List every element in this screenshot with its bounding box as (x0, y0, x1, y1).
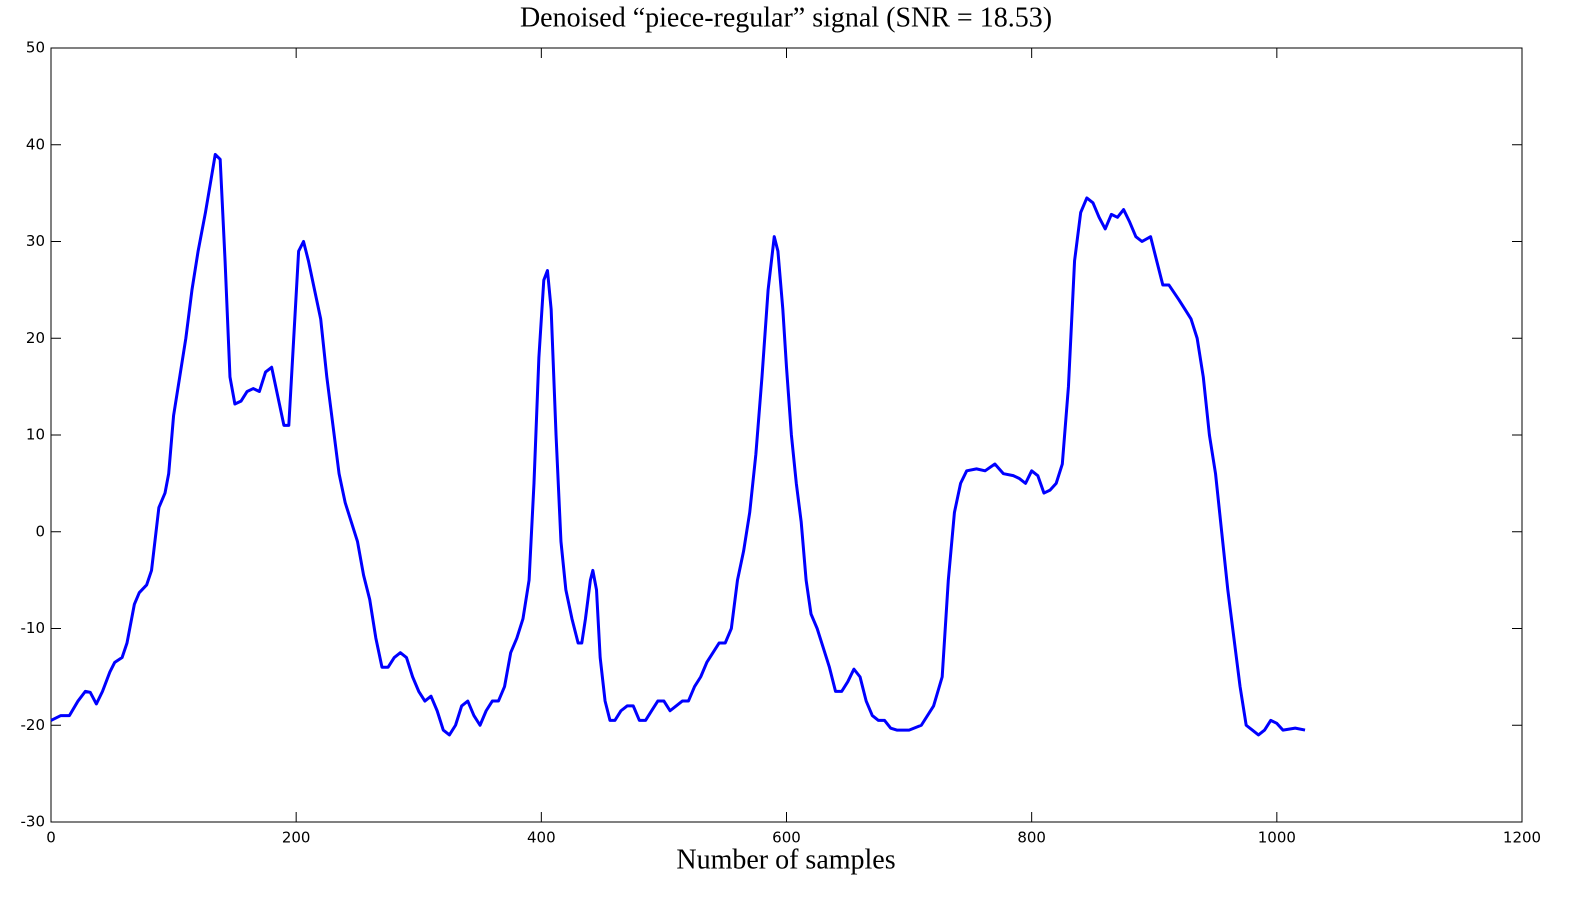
y-tick-label: 10 (26, 426, 45, 444)
x-tick-label: 1200 (1503, 829, 1541, 847)
y-tick-label: 20 (26, 329, 45, 347)
y-tick-label: -20 (21, 716, 46, 734)
x-tick-label: 200 (282, 829, 311, 847)
y-tick-label: 50 (26, 39, 45, 57)
y-tick-label: -30 (21, 813, 46, 831)
line-series (50, 152, 1306, 737)
x-tick-label: 600 (772, 829, 801, 847)
x-tick-label: 0 (46, 829, 56, 847)
y-tick-label: 0 (35, 522, 45, 540)
plot-frame (50, 47, 1523, 823)
y-tick-label: 40 (26, 135, 45, 153)
x-tick-label: 400 (527, 829, 556, 847)
x-tick-label: 1000 (1258, 829, 1296, 847)
x-tick-label: 800 (1017, 829, 1046, 847)
y-tick-label: -10 (21, 619, 46, 637)
chart-title: Denoised “piece-regular” signal (SNR = 1… (520, 2, 1052, 33)
y-tick-label: 30 (26, 232, 45, 250)
x-axis-label: Number of samples (676, 844, 895, 875)
